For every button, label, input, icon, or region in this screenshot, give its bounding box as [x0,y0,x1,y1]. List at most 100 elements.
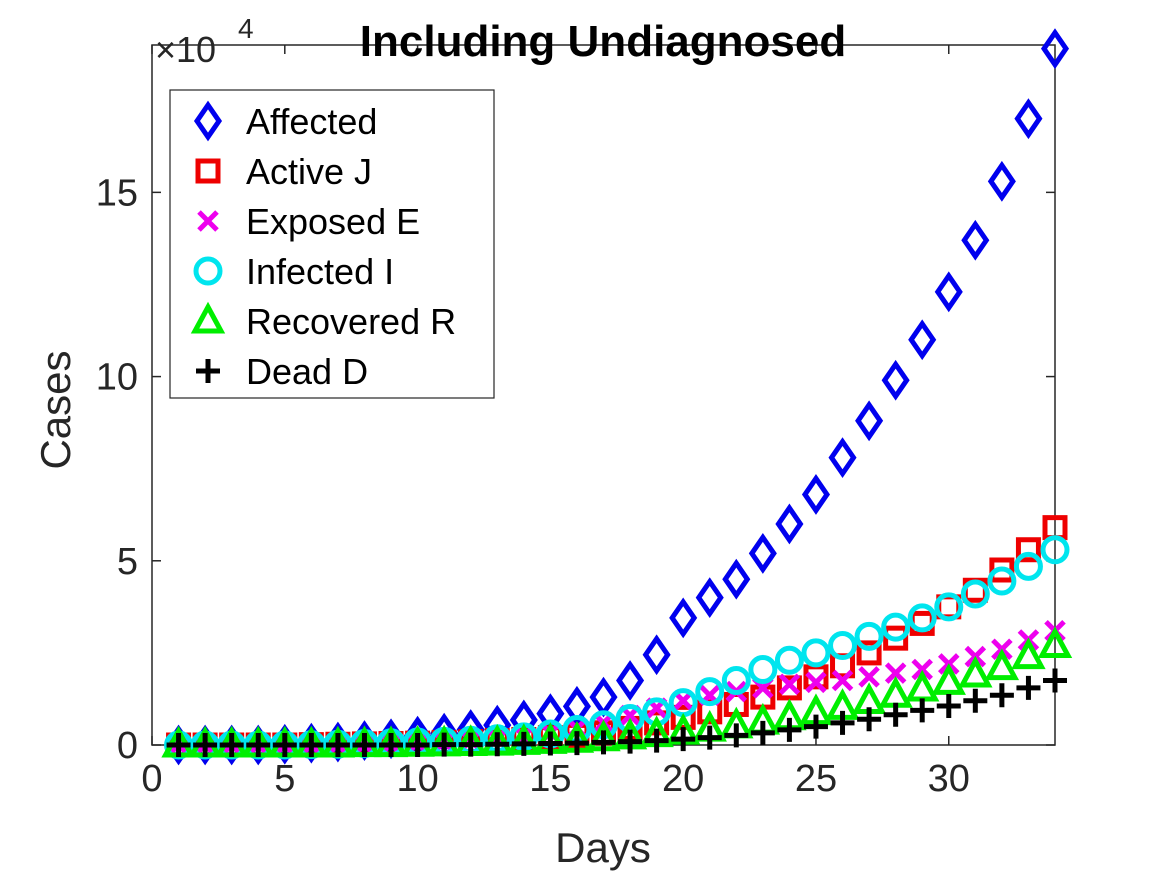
data-point [855,400,884,442]
data-point [721,666,751,696]
data-point [325,733,350,757]
data-point [1015,537,1041,563]
legend-box [169,89,495,399]
data-point [936,693,961,718]
data-point [963,688,988,713]
data-point [931,663,966,695]
data-point [1037,626,1073,659]
x-tick-label: 30 [928,758,970,800]
y-axis-multiplier-exponent: 4 [238,13,254,44]
data-point [272,733,297,757]
data-point [883,625,909,651]
data-point [695,577,724,619]
data-point [697,725,722,750]
data-point [961,219,990,261]
data-point [911,658,933,681]
legend-label: Active J [246,151,372,192]
data-point [858,666,880,688]
data-point [724,723,749,748]
data-point [776,675,802,701]
data-point [1016,675,1041,700]
data-point [1011,637,1046,670]
data-point [669,597,698,639]
x-tick-label: 20 [662,758,704,800]
data-point [246,733,271,757]
data-point [857,707,882,732]
data-point [775,503,804,545]
data-point [618,729,643,754]
data-point [989,557,1015,583]
y-axis-label: Cases [32,350,79,469]
data-point [987,566,1017,596]
legend-label: Affected [246,101,377,142]
data-point [830,710,855,735]
data-point [801,474,831,515]
legend-marker [197,210,219,232]
y-tick-label: 15 [96,172,138,214]
data-point [958,655,993,688]
data-point [960,579,990,609]
data-point [642,634,671,676]
data-point [671,727,696,752]
data-point [778,673,801,695]
data-point [695,677,725,707]
data-point [801,638,831,668]
data-point [828,631,858,661]
data-point [1043,668,1067,693]
x-tick-label: 15 [529,758,571,800]
data-point [910,698,935,723]
x-tick-label: 5 [274,758,295,800]
y-tick-label: 0 [117,725,138,767]
legend-item: Exposed E [197,201,420,242]
data-point [777,717,802,742]
legend-marker [190,301,226,334]
y-axis-multiplier-base: ×10 [155,29,216,70]
data-point [831,669,854,692]
data-point [616,660,645,701]
chart-title: Including Undiagnosed [360,17,846,66]
data-point [774,645,804,675]
data-point [881,612,911,642]
data-point [748,654,778,684]
data-point [722,558,751,600]
data-point [352,733,377,757]
data-point [1040,535,1070,565]
data-point [511,731,536,756]
data-point [193,733,218,757]
data-point [166,733,191,757]
legend-item: Recovered R [190,301,456,342]
data-point [750,720,775,745]
y-tick-label: 10 [96,357,138,399]
data-point [219,733,244,757]
legend-item: Infected I [193,251,394,292]
data-point [644,728,669,753]
data-point [485,732,510,757]
data-point [989,683,1014,708]
data-point [856,640,882,666]
data-point [1014,98,1043,140]
legend-label: Dead D [246,351,368,392]
data-point [803,714,828,739]
data-point [854,621,884,651]
data-point [828,437,857,479]
x-tick-label: 0 [141,758,162,800]
y-axis-multiplier: ×10 [155,29,216,70]
data-point [1040,28,1070,70]
data-point [379,733,404,757]
legend-item: Active J [195,151,372,192]
data-point [748,533,777,574]
data-point [538,731,563,756]
y-tick-label: 5 [117,541,138,583]
data-point [908,319,937,361]
legend-label: Exposed E [246,201,420,242]
data-point [883,702,908,727]
data-point [564,731,589,756]
data-point [934,592,964,622]
legend-marker [193,256,223,286]
data-point [458,732,483,757]
data-point [1013,551,1043,581]
data-point [805,671,827,694]
legend: Affected Active J Exposed E Infected I Recov… [169,89,495,399]
data-point [432,732,457,757]
